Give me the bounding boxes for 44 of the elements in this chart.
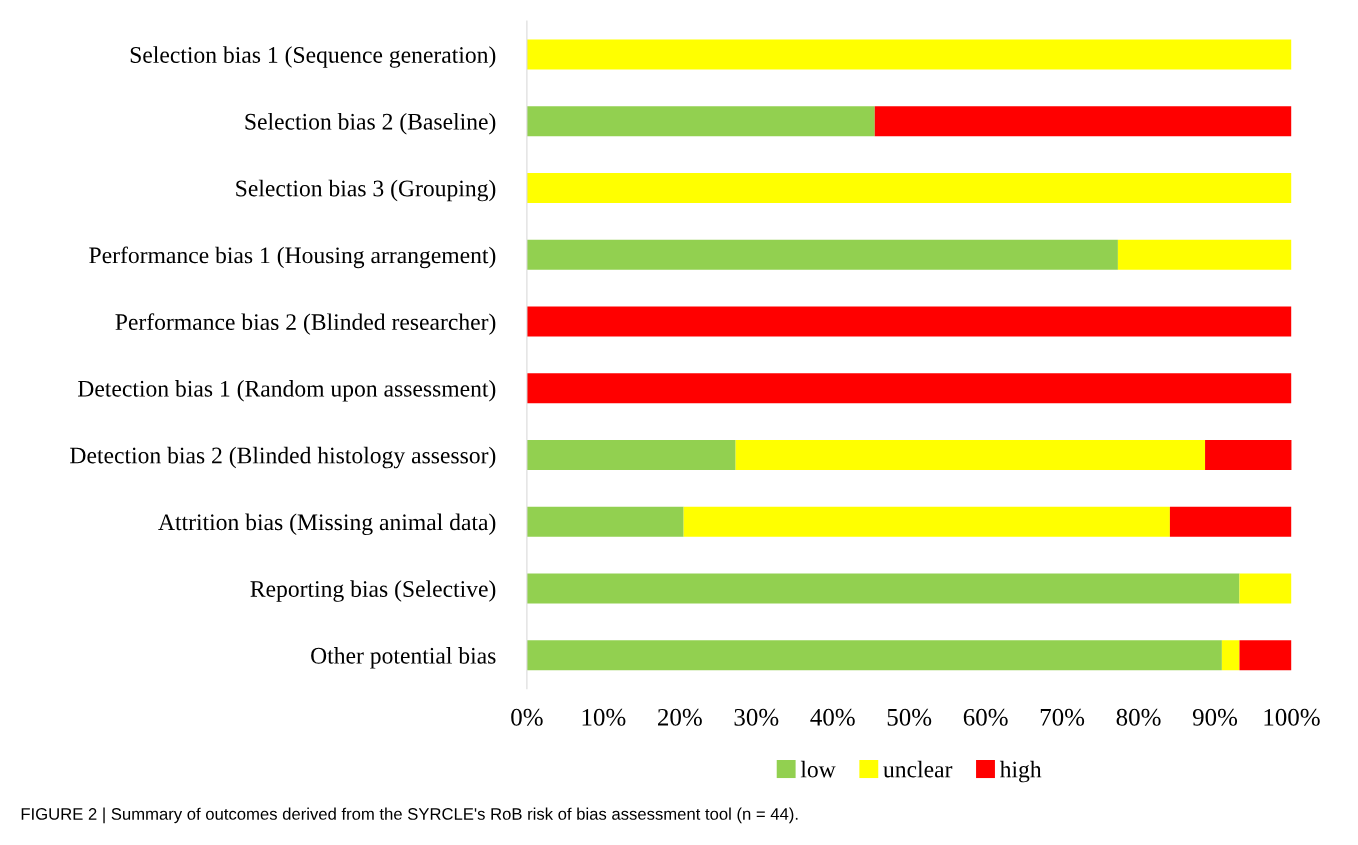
bar [526,506,684,537]
bar [526,640,1222,671]
bar [526,440,736,471]
x-tick-label: 90% [1192,708,1238,726]
y-tick-label: Detection bias 2 (Blinded histology assessor) [70,446,496,469]
legend-label: unclear [883,760,953,778]
bar [1169,506,1292,537]
legend-label: high [999,760,1042,783]
x-tick-label: 100% [1264,708,1320,726]
bar [526,172,1292,204]
y-tick-label: Other potential bias [311,647,496,669]
x-tick-label: 10% [582,708,626,726]
y-tick-label: Performance bias 1 (Housing arrangement) [89,246,496,269]
x-tick-label: 30% [734,708,779,726]
bar [526,239,1118,270]
bar [735,440,1206,471]
bar [526,106,875,137]
bar [526,39,1292,70]
y-tick-label: Reporting bias (Selective) [250,580,496,602]
bar [1221,640,1240,671]
bar [1205,440,1292,471]
bar [1239,640,1292,671]
bar [1117,239,1292,270]
y-tick-label: Detection bias 1 (Random upon assessment) [78,380,496,402]
bar [526,373,1292,404]
y-tick-label: Selection bias 2 (Baseline) [245,113,496,135]
bar [874,106,1292,137]
x-tick-label: 60% [963,708,1008,726]
x-tick-label: 50% [887,708,932,726]
x-tick-label: 70% [1040,708,1085,726]
bar [683,506,1170,537]
y-tick-label: Attrition bias (Missing animal data) [158,513,496,536]
bar [1239,573,1292,604]
y-tick-label: Performance bias 2 (Blinded researcher) [115,313,496,335]
legend-label: low [800,760,836,778]
x-tick-label: 0% [511,708,543,726]
y-tick-label: Selection bias 1 (Sequence generation) [130,46,496,68]
bar [526,306,1292,337]
x-tick-label: 20% [658,708,702,726]
bar [526,573,1240,604]
x-tick-label: 80% [1116,708,1161,726]
y-tick-label: Selection bias 3 (Grouping) [236,179,496,202]
x-tick-label: 40% [810,708,855,726]
caption: FIGURE 2 | Summary of outcomes derived from the SYRCLE's RoB risk of bias assessment tool (n = 44). [21,807,798,824]
